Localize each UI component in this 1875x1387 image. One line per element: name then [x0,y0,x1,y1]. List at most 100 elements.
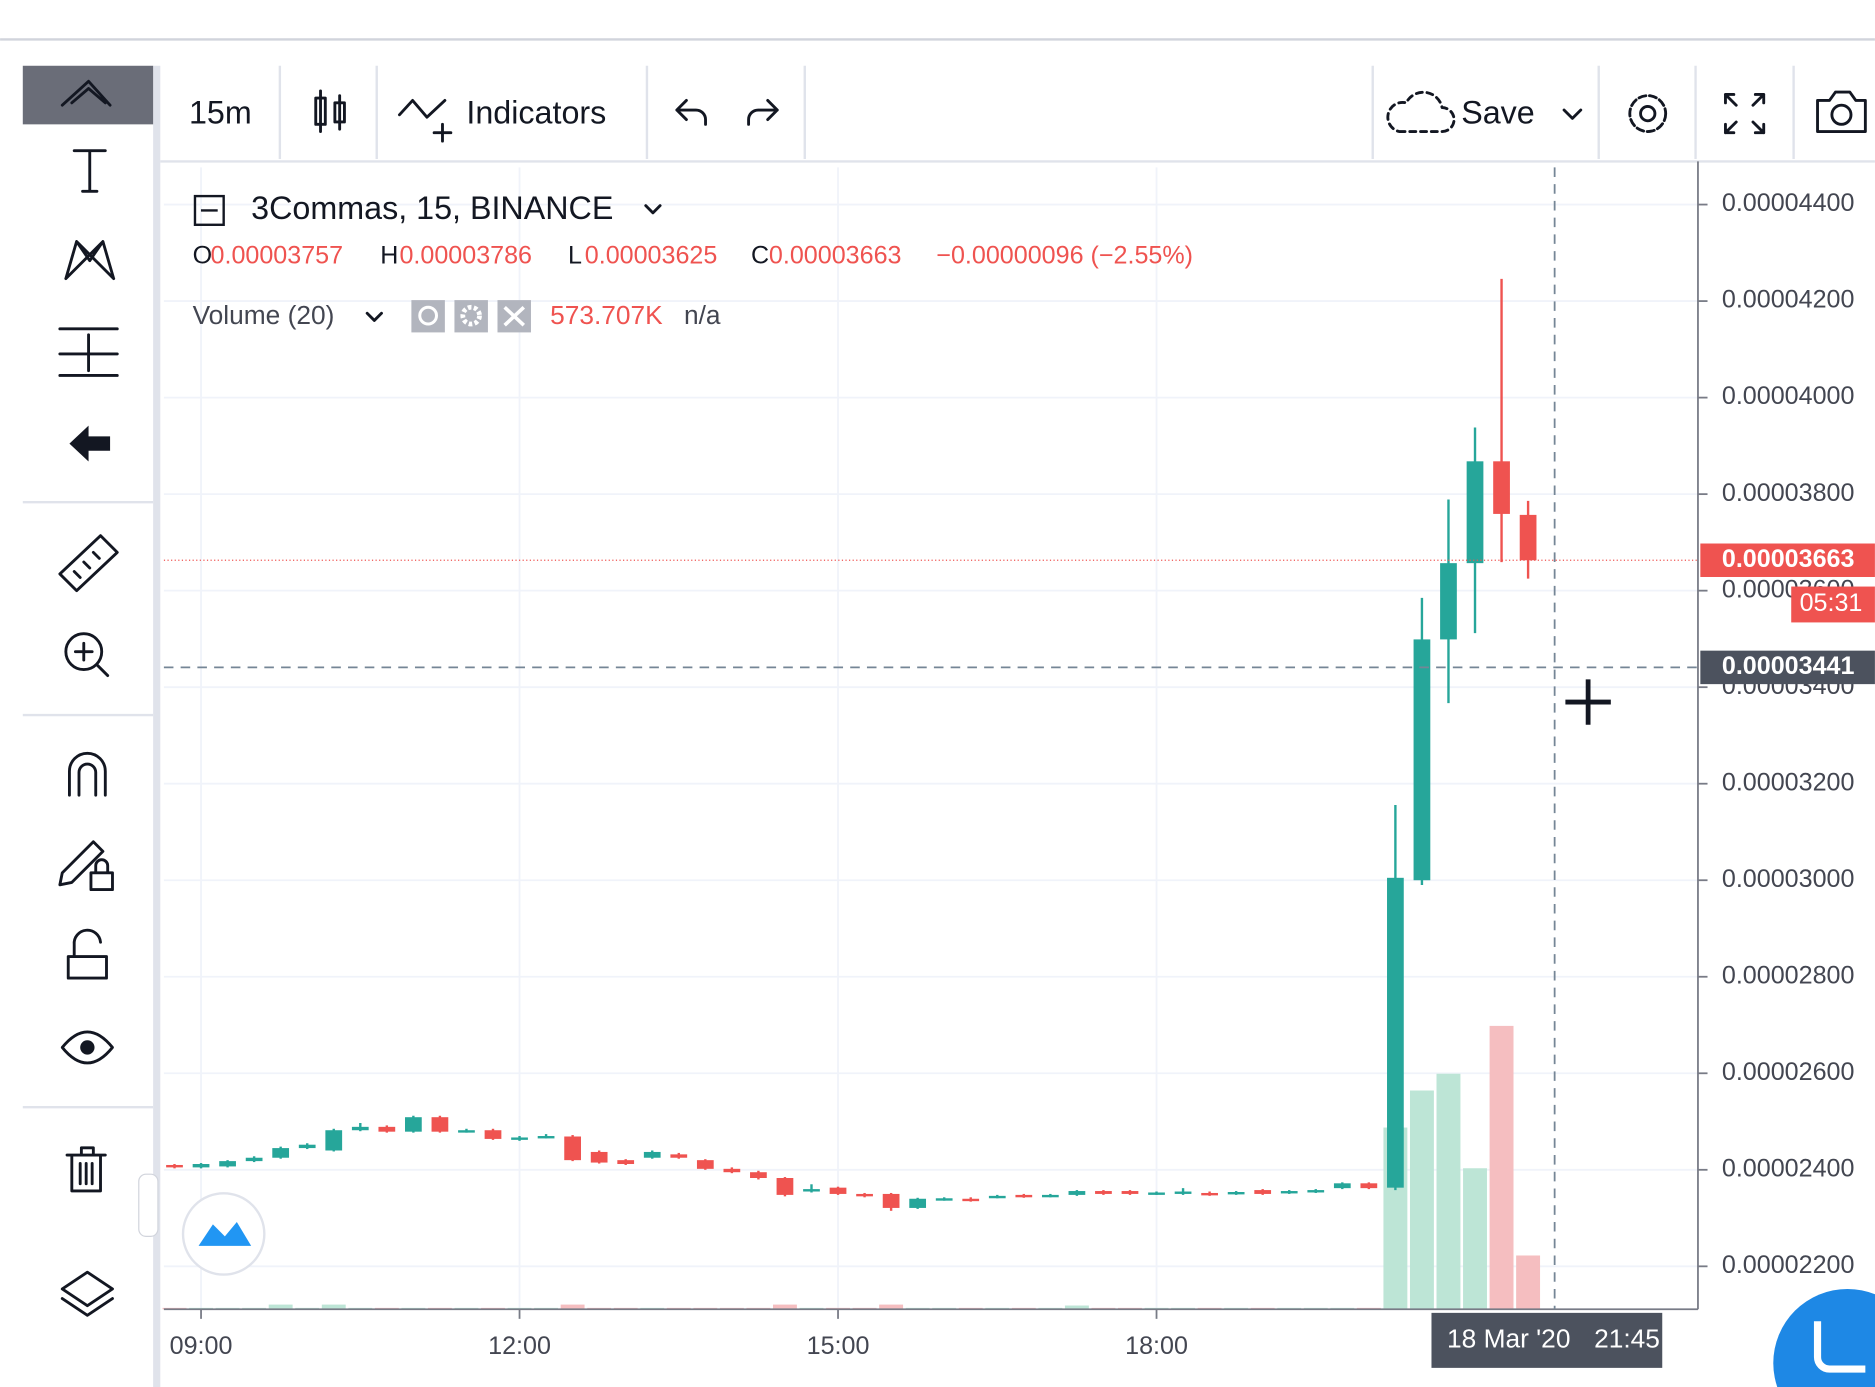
logo[interactable] [181,1192,266,1276]
settings-glyph [460,304,482,327]
candle-body [1466,461,1484,564]
candle-body [1174,1191,1192,1194]
indicators-button[interactable]: Indicators [466,94,606,130]
visibility-glyph [418,305,439,326]
tool-zoom[interactable] [64,632,104,672]
tool-active[interactable] [22,65,154,125]
tool-layers[interactable] [60,1270,114,1317]
candle-body [272,1148,290,1158]
candle-body [1280,1191,1298,1194]
tool-zoom-glyph [73,641,110,677]
screenshot-lens [1830,103,1853,126]
candle-body [723,1168,741,1173]
ohlc-value: 0.00003625 [585,242,718,270]
screenshot-button[interactable] [1816,90,1867,133]
candles [166,278,1537,1211]
tool-magnet[interactable] [67,751,107,797]
tool-lock[interactable] [66,928,108,980]
tool-ruler[interactable] [58,534,119,593]
ohlc-label: C [751,242,769,270]
y-tick-label: 0.00004200 [1722,286,1855,314]
crosshair-time-box [1431,1312,1663,1368]
top-toolbar: 15m Indicators Save [160,65,1875,163]
candle-body [378,1126,396,1132]
fullscreen[interactable] [1724,93,1766,135]
candle-body [935,1198,953,1201]
save-menu[interactable] [1562,108,1583,120]
candle-body [803,1189,820,1192]
candle-body [1254,1190,1272,1194]
chat-glyph [1813,1321,1866,1373]
tool-fib[interactable] [58,327,119,377]
x-tick-label: 09:00 [170,1332,233,1360]
symbol-menu[interactable] [644,204,662,215]
candle-body [1095,1191,1112,1194]
volume-extra: n/a [684,300,721,330]
candle-body [856,1193,873,1197]
chat-button[interactable] [1773,1288,1875,1387]
candle-body [962,1198,980,1202]
tool-pattern[interactable] [64,240,116,281]
volume-bar [560,1304,585,1310]
undo[interactable] [675,99,707,126]
save-button[interactable]: Save [1461,94,1535,130]
candle-body [405,1117,422,1132]
candle-body [988,1195,1006,1199]
volume-bar [1489,1025,1514,1310]
candle-body [351,1126,369,1131]
toolbar-divider [153,65,161,1387]
countdown: 05:31 [1800,589,1863,617]
ohlc-value: 0.00003757 [211,242,344,270]
redo[interactable] [747,99,779,126]
crosshair-price-box [1700,650,1875,685]
price-label: 0.00003663 [1722,545,1855,573]
candle-body [1148,1192,1165,1195]
tool-lines[interactable] [60,79,112,107]
candle-body [750,1172,767,1179]
ohlc-label: H [380,242,398,270]
volume-pane [162,1025,1541,1310]
change: −0.00000096 (−2.55%) [936,242,1193,270]
volume-visibility[interactable] [411,300,445,333]
ohlc-value: 0.00003786 [399,242,532,270]
toolbar-separators [278,65,1795,160]
y-tick-label: 0.00003000 [1722,865,1855,893]
tool-back[interactable] [69,425,111,462]
indicators-icon[interactable] [398,99,453,143]
volume-value: 573.707K [550,300,663,330]
collapse-legend[interactable] [193,194,225,226]
candle-body [166,1164,183,1168]
volume-bar [772,1304,797,1310]
cursor [1565,679,1611,725]
collapse-handle[interactable] [138,1173,159,1237]
tool-trash[interactable] [65,1146,107,1193]
tool-lock-draw[interactable] [58,840,114,892]
candle-body [1068,1191,1086,1195]
interval-button[interactable]: 15m [189,94,252,130]
y-tick-label: 0.00003800 [1722,479,1855,507]
chart-type-icon[interactable] [314,89,346,133]
y-tick-label: 0.00002800 [1722,961,1855,989]
save-icon[interactable] [1386,90,1456,133]
x-tick-label: 15:00 [807,1332,870,1360]
candle-body [325,1130,343,1151]
tool-text[interactable] [72,149,107,193]
candle-body [1333,1183,1351,1189]
symbol-title[interactable]: 3Commas, 15, BINANCE [251,190,613,226]
logo-glyph [198,1221,252,1246]
candle-body [219,1161,236,1167]
remove-glyph [503,305,526,327]
settings[interactable] [1628,94,1668,133]
volume-title[interactable]: Volume (20) [193,300,335,330]
candle-body [245,1157,263,1162]
candle-body [1201,1192,1218,1196]
volume-bar [1516,1255,1541,1310]
candle-body [458,1130,475,1133]
candle-body [617,1160,635,1165]
candle-body [1041,1194,1059,1198]
tool-eye[interactable] [60,1030,114,1065]
axes: 0.00002200 0.00002400 0.00002600 0.00002800… [170,189,1855,1360]
volume-menu[interactable] [365,311,383,322]
